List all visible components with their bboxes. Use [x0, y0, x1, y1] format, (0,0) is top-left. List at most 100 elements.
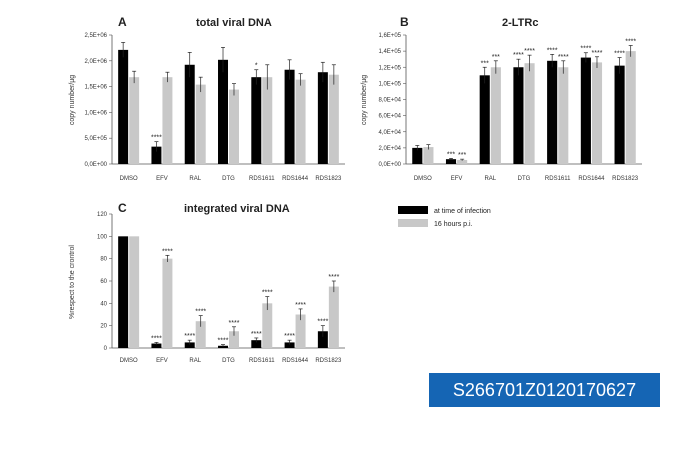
panel-c-bar-16h: [295, 314, 306, 348]
panel-b-bar-16h: [423, 147, 434, 164]
panel-c-significance-label: ****: [251, 331, 262, 338]
panel-c-significance-label: ****: [328, 274, 339, 281]
panel-c-significance-label: ****: [218, 338, 229, 345]
panel-a-bar-16h: [195, 84, 206, 164]
panel-b-plot: 0,0E+00 2,0E+04 4,0E+04 6,0E+04 8,0E+04 1,0E+…: [378, 33, 642, 182]
panel-c-significance-label: ****: [284, 333, 295, 340]
panel-a-bar-16h: [295, 79, 306, 164]
panel-b-significance-label: ****: [614, 51, 625, 58]
panel-a-category-label: DMSO: [120, 176, 138, 182]
panel-b-bar-16h: [457, 159, 468, 164]
panel-c-plot: 0 20 40 60 80 100 120 DMSO EFV **** **** RAL **** ***…: [97, 212, 345, 364]
panel-b-category-label: RDS1823: [612, 176, 639, 182]
panel-c-category-label: EFV: [156, 358, 168, 364]
panel-c-bar-16h: [229, 331, 239, 348]
panel-b-ytick-label: 6,0E+04: [378, 114, 401, 120]
panel-c-bar-infection: [151, 343, 162, 348]
panel-a-bar-16h: [162, 77, 173, 164]
panel-a-plot: 0,0E+00 5,0E+05 1,0E+06 1,5E+06 2,0E+06 2,5E+…: [84, 33, 345, 182]
legend-label-16h: 16 hours p.i.: [434, 221, 473, 228]
panel-a-ytick-label: 2,0E+06: [84, 59, 107, 65]
panel-c-bar-16h: [129, 236, 140, 348]
panel-b-bar-16h: [524, 63, 535, 164]
legend-swatch-infection: [398, 206, 428, 214]
panel-c-ytick-label: 60: [100, 279, 107, 285]
panel-a-letter: A: [118, 15, 127, 29]
panel-b-category-label: EFV: [451, 176, 463, 182]
panel-a-ylabel: copy number/µg: [69, 75, 76, 125]
panel-b-category-label: RDS1611: [545, 176, 571, 182]
panel-b-significance-label: ***: [492, 54, 500, 61]
panel-b-bar-infection: [513, 67, 524, 164]
panel-a-ytick-label: 1,0E+06: [84, 110, 107, 116]
panel-b-category-label: DTG: [518, 176, 531, 182]
panel-c-bar-infection: [317, 331, 328, 348]
panel-a-ytick-label: 2,5E+06: [84, 33, 107, 39]
panel-c-bar-infection: [184, 342, 195, 348]
panel-c-bar-infection: [284, 342, 295, 348]
panel-a-category-label: RDS1823: [315, 176, 342, 182]
panel-b-bar-infection: [412, 147, 423, 164]
plot-layers: 0,0E+00 5,0E+05 1,0E+06 1,5E+06 2,0E+06 2,5E+…: [84, 33, 642, 364]
panel-b-bar-infection: [580, 57, 591, 165]
panel-c-bar-infection: [118, 236, 129, 348]
panel-b-ytick-label: 1,0E+05: [378, 81, 401, 87]
panel-c-significance-label: ****: [295, 302, 306, 309]
panel-b-ytick-label: 1,6E+05: [378, 33, 401, 39]
panel-a-significance-label: *: [255, 63, 258, 70]
panel-c-category-label: RDS1644: [282, 358, 309, 364]
panel-c-title: integrated viral DNA: [184, 203, 290, 215]
panel-c-category-label: DMSO: [120, 358, 138, 364]
panel-c-significance-label: ****: [162, 248, 173, 255]
panel-a-ytick-label: 5,0E+05: [84, 136, 107, 142]
panel-b-category-label: RAL: [484, 176, 496, 182]
panel-c-letter: C: [118, 201, 127, 215]
panel-a-significance-label: ****: [151, 135, 162, 142]
panel-b-ylabel: copy number/µg: [361, 75, 368, 125]
panel-c-significance-label: ****: [229, 320, 240, 327]
panel-a-bar-16h: [262, 77, 273, 164]
panel-b-significance-label: ****: [592, 50, 603, 57]
panel-a-bar-infection: [317, 72, 328, 164]
panel-b-bar-16h: [490, 67, 501, 164]
panel-c-ylabel: %respect to the crontrol: [69, 245, 76, 319]
panel-a-bar-16h: [129, 77, 140, 164]
panel-b-title: 2-LTRc: [502, 17, 538, 29]
panel-b-significance-label: ***: [458, 152, 466, 159]
panel-a-category-label: RAL: [189, 176, 201, 182]
panel-b-bar-16h: [558, 67, 569, 164]
panel-b-significance-label: ***: [481, 60, 489, 67]
panel-b-significance-label: ****: [580, 46, 591, 53]
panel-a-category-label: EFV: [156, 176, 168, 182]
panel-c-category-label: DTG: [222, 358, 235, 364]
catalog-id-badge: S266701Z0120170627: [429, 373, 660, 407]
panel-c-significance-label: ****: [262, 290, 273, 297]
panel-c-ytick-label: 100: [97, 234, 108, 240]
panel-c-bar-16h: [328, 286, 339, 348]
panel-c-bar-16h: [195, 321, 206, 348]
panel-b-significance-label: ****: [558, 54, 569, 61]
panel-a-bar-infection: [184, 64, 195, 164]
panel-a-title: total viral DNA: [196, 17, 272, 29]
panel-c-category-label: RDS1823: [315, 358, 342, 364]
panel-c-ytick-label: 80: [100, 257, 107, 263]
panel-c-ytick-label: 20: [100, 324, 107, 330]
panel-b-bar-infection: [479, 75, 490, 164]
panel-a-ytick-label: 0,0E+00: [84, 162, 107, 168]
panel-a-category-label: RDS1644: [282, 176, 309, 182]
panel-a-category-label: DTG: [222, 176, 235, 182]
panel-c-significance-label: ****: [151, 335, 162, 342]
panel-b-significance-label: ****: [547, 47, 558, 54]
panel-c-ytick-label: 0: [104, 346, 108, 352]
panel-b-bar-infection: [614, 65, 625, 164]
panel-b-letter: B: [400, 15, 409, 29]
panel-b-ytick-label: 8,0E+04: [378, 98, 401, 104]
panel-b-significance-label: ***: [447, 151, 455, 158]
panel-b-ytick-label: 1,4E+05: [378, 49, 401, 55]
panel-b-bar-infection: [445, 159, 457, 164]
panel-c-category-label: RAL: [189, 358, 201, 364]
panel-b-bar-infection: [547, 60, 558, 164]
panel-c-ytick-label: 40: [100, 301, 107, 307]
panel-c-ytick-label: 120: [97, 212, 108, 218]
